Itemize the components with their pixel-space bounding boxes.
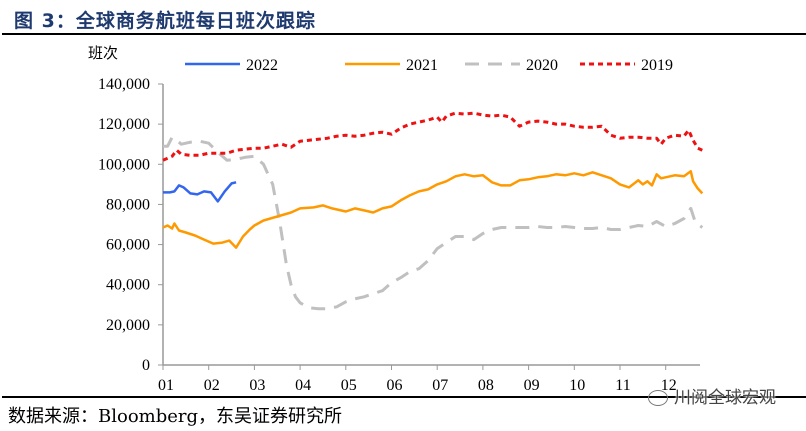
top-rule: [2, 33, 806, 35]
series-line-2020: [163, 135, 704, 311]
legend-label-2021: 2021: [406, 57, 438, 74]
x-tick-label: 06: [387, 377, 403, 394]
watermark-text: 川阅全球宏观: [674, 388, 776, 408]
x-tick-label: 03: [249, 377, 265, 394]
bottom-rule: [2, 396, 806, 398]
legend-label-2020: 2020: [526, 57, 558, 74]
x-tick-label: 01: [158, 377, 174, 394]
x-tick-label: 11: [615, 377, 630, 394]
series-line-2022: [163, 181, 237, 203]
chat-bubble-icon: [648, 390, 668, 406]
x-tick-label: 08: [478, 377, 494, 394]
y-tick-label: 80,000: [106, 196, 150, 213]
y-axis-label: 班次: [88, 44, 118, 62]
y-tick-label: 40,000: [106, 277, 150, 294]
x-tick-label: 02: [204, 377, 220, 394]
x-tick-label: 09: [524, 377, 540, 394]
y-tick-label: 100,000: [98, 156, 150, 173]
x-tick-label: 07: [432, 377, 448, 394]
legend: 2022 2021 2020 2019: [185, 57, 673, 74]
source-note: 数据来源：Bloomberg，东吴证券研究所: [8, 406, 343, 427]
x-tick-label: 12: [661, 377, 677, 394]
x-tick-label: 04: [295, 377, 311, 394]
series-line-2021: [162, 170, 704, 249]
y-tick-label: 0: [142, 357, 150, 374]
axes: 0 20,000 40,000 60,000 80,000 100,000 120,000 1…: [98, 76, 700, 394]
legend-label-2022: 2022: [246, 57, 278, 74]
figure-title: 图 3：全球商务航班每日班次跟踪: [14, 10, 316, 32]
series-line-2019: [162, 111, 703, 162]
y-tick-label: 140,000: [98, 76, 150, 93]
y-tick-label: 20,000: [106, 317, 150, 334]
watermark: 川阅全球宏观: [648, 383, 776, 408]
y-tick-label: 120,000: [98, 116, 150, 133]
x-tick-label: 05: [341, 377, 357, 394]
y-tick-label: 60,000: [106, 237, 150, 254]
x-tick-label: 10: [569, 377, 585, 394]
series-lines: [162, 111, 704, 311]
legend-label-2019: 2019: [641, 57, 673, 74]
